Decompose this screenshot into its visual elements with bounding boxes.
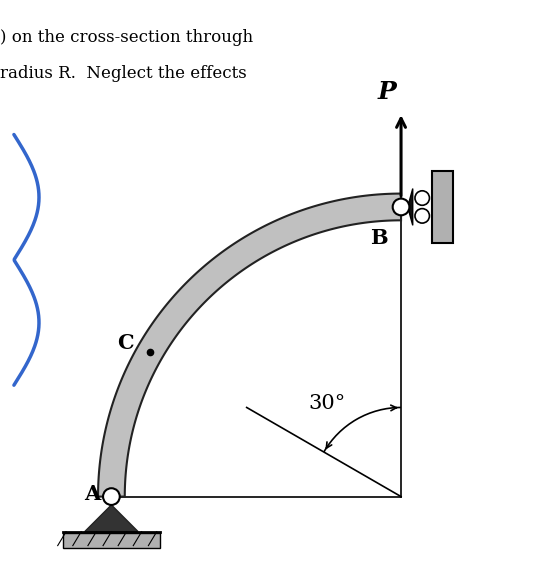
Text: radius R.  Neglect the effects: radius R. Neglect the effects bbox=[0, 65, 247, 82]
Circle shape bbox=[393, 199, 409, 216]
Polygon shape bbox=[408, 189, 413, 225]
Polygon shape bbox=[85, 505, 138, 532]
Text: 30°: 30° bbox=[308, 393, 345, 413]
Polygon shape bbox=[98, 193, 401, 497]
Text: A: A bbox=[84, 484, 100, 504]
Text: ) on the cross-section through: ) on the cross-section through bbox=[0, 28, 253, 46]
Text: B: B bbox=[370, 228, 388, 248]
Circle shape bbox=[415, 191, 429, 205]
Circle shape bbox=[103, 488, 120, 505]
Bar bbox=[432, 171, 453, 243]
Text: C: C bbox=[117, 333, 134, 353]
Text: P: P bbox=[378, 80, 397, 104]
Bar bbox=[63, 533, 159, 548]
Circle shape bbox=[415, 209, 429, 223]
